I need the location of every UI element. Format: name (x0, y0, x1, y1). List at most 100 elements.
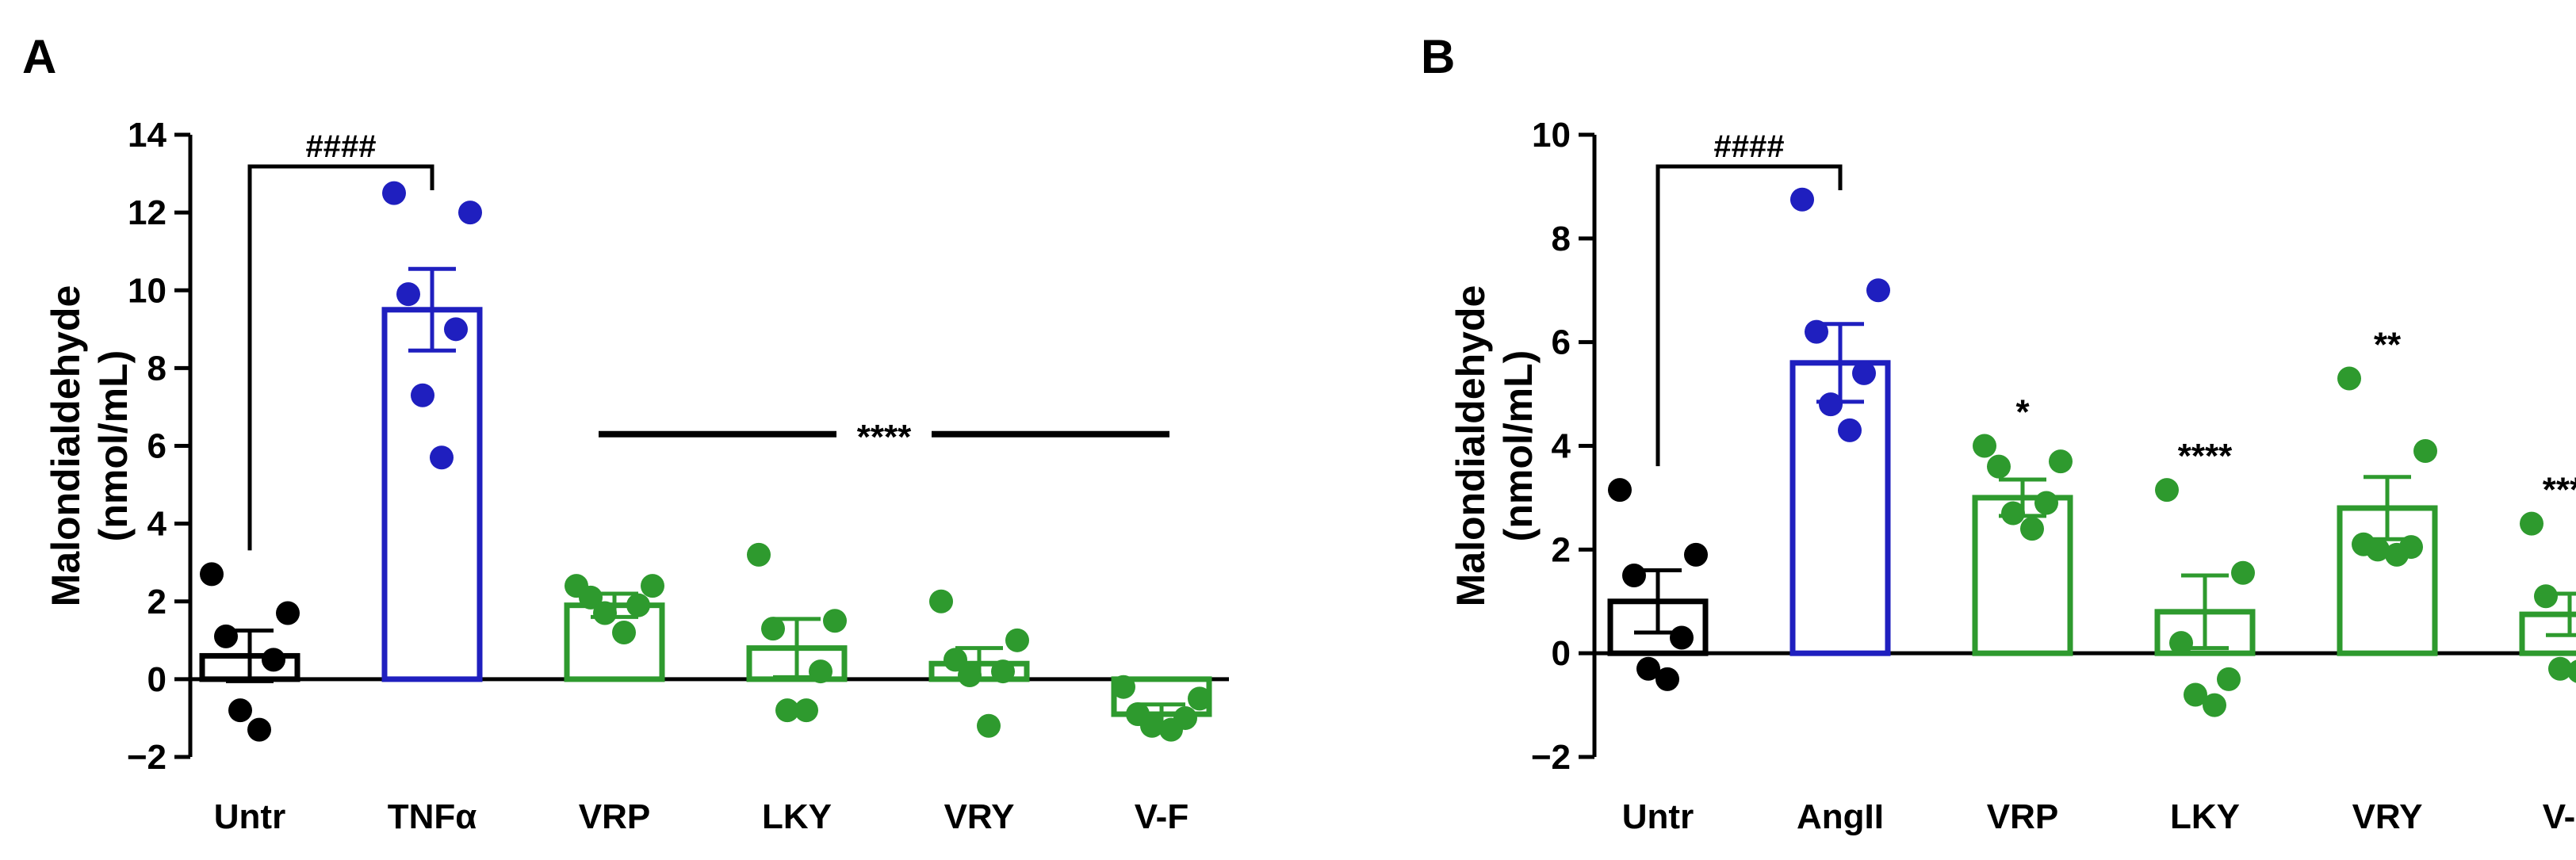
y-tick-label: 4 (1552, 427, 1571, 466)
x-category-label: VRP (1987, 797, 2058, 836)
y-tick-label: 8 (147, 349, 167, 388)
data-point (382, 181, 406, 205)
x-category-label: LKY (2170, 797, 2240, 836)
y-axis-unit: (nmol/mL) (91, 350, 136, 542)
y-tick-label: 2 (147, 583, 167, 621)
data-point (1005, 628, 1029, 652)
data-point (2184, 682, 2207, 707)
data-point (2567, 659, 2576, 683)
data-point (1140, 713, 1164, 738)
data-point (2231, 560, 2255, 585)
y-tick-label: 10 (1532, 116, 1571, 155)
data-point (761, 617, 785, 641)
data-point (641, 574, 664, 598)
data-point (430, 445, 454, 470)
data-point (2049, 449, 2073, 474)
data-point (1622, 564, 1646, 588)
bar (381, 307, 483, 682)
significance-stars: **** (857, 418, 912, 457)
data-point (1636, 656, 1660, 681)
y-axis-unit: (nmol/mL) (1496, 350, 1541, 542)
data-point (579, 585, 603, 610)
data-point (2548, 656, 2572, 681)
x-category-label: Untr (1622, 797, 1694, 836)
data-point (1838, 418, 1862, 442)
data-point (276, 601, 300, 625)
data-point (1866, 278, 1890, 303)
data-point (2001, 501, 2025, 526)
panel-b: B Malondialdehyde (nmol/mL) −2 0 2 4 6 8 10 Untr An… (1421, 30, 2576, 836)
y-tick-label: 12 (128, 193, 167, 232)
data-point (1819, 392, 1843, 417)
bar (1972, 495, 2073, 656)
data-point (2217, 667, 2241, 691)
data-point (1608, 478, 1632, 503)
x-category-label: VRY (2352, 797, 2423, 836)
data-point (958, 663, 982, 687)
y-tick-label: 4 (147, 505, 167, 544)
data-point (823, 609, 847, 633)
x-category-label: LKY (762, 797, 832, 836)
data-point (2385, 542, 2409, 567)
x-category-label: V-F (2543, 797, 2576, 836)
x-category-label: VRP (579, 797, 650, 836)
data-point (1112, 675, 1135, 699)
bracket-label: #### (1714, 129, 1785, 164)
data-point (1987, 454, 2011, 479)
data-point (200, 562, 224, 587)
data-point (1973, 434, 1996, 458)
y-tick-label: 10 (128, 271, 167, 310)
y-tick-label: −2 (127, 738, 167, 777)
data-point (2413, 439, 2437, 464)
data-point (1852, 361, 1876, 385)
data-point (2169, 631, 2193, 656)
data-point (2020, 517, 2044, 541)
data-point (2034, 491, 2058, 515)
data-point (593, 601, 617, 625)
data-point (444, 317, 468, 342)
data-point (929, 589, 953, 613)
data-point (1188, 686, 1211, 711)
y-axis-title: Malondialdehyde (44, 285, 88, 607)
data-point (228, 698, 252, 723)
data-point (214, 624, 238, 648)
panel-letter: B (1421, 30, 1455, 83)
y-tick-label: 8 (1552, 220, 1571, 258)
data-point (2366, 537, 2390, 562)
data-point (977, 713, 1001, 738)
y-tick-label: −2 (1531, 738, 1571, 777)
data-point (944, 648, 967, 672)
bracket-label: #### (306, 129, 377, 164)
x-category-label: V-F (1135, 797, 1188, 836)
significance-stars: ** (2374, 325, 2402, 364)
data-point (247, 717, 271, 742)
data-point (794, 698, 818, 723)
y-tick-label: 2 (1552, 530, 1571, 569)
data-point (1790, 187, 1814, 212)
data-point (775, 698, 799, 723)
data-point (1805, 319, 1828, 344)
data-point (626, 593, 650, 617)
x-category-label: Untr (214, 797, 285, 836)
data-point (1670, 625, 1694, 650)
data-point (747, 542, 771, 567)
y-tick-label: 14 (128, 116, 167, 155)
data-point (612, 621, 636, 644)
data-point (1684, 542, 1708, 567)
data-point (2203, 693, 2226, 717)
x-category-label: AngII (1797, 797, 1884, 836)
y-tick-label: 6 (147, 427, 167, 466)
data-point (1655, 667, 1679, 691)
x-category-label: TNFα (388, 797, 477, 836)
data-point (2155, 478, 2179, 503)
data-point (809, 659, 833, 684)
data-point (411, 383, 434, 407)
y-tick-label: 6 (1552, 323, 1571, 362)
y-axis-title: Malondialdehyde (1449, 285, 1493, 607)
data-point (458, 201, 482, 225)
data-point (1159, 717, 1183, 742)
panel-a: A Malondialdehyde (nmol/mL) −2 0 2 4 6 8 10 12 14 Un… (22, 30, 1229, 836)
significance-bracket (1655, 164, 1843, 467)
data-point (991, 659, 1015, 684)
